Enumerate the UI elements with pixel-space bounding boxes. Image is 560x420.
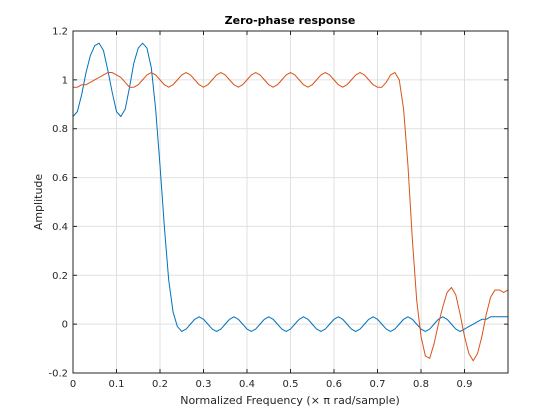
y-tick-label: -0.2	[48, 369, 68, 380]
x-tick-label: 0.1	[109, 379, 125, 390]
x-tick-label: 0.6	[326, 379, 342, 390]
x-tick-label: 0.2	[152, 379, 168, 390]
y-tick-label: 0.8	[52, 124, 68, 135]
series-line-1	[72, 42, 508, 332]
x-tick-label: 0.4	[239, 379, 255, 390]
y-tick-label: 1.2	[52, 27, 68, 38]
y-tick-label: 0.4	[52, 222, 68, 233]
x-tick-label: 0.5	[283, 379, 299, 390]
x-tick-label: 0.9	[457, 379, 473, 390]
grid-lines	[73, 31, 508, 373]
y-tick-label: 0	[62, 320, 68, 331]
chart-title: Zero-phase response	[225, 14, 356, 27]
series-line-2	[73, 72, 509, 362]
x-axis-label: Normalized Frequency (× π rad/sample)	[180, 394, 400, 407]
x-tick-label: 0.8	[413, 379, 429, 390]
x-tick-label: 0.3	[196, 379, 212, 390]
series-group	[72, 42, 509, 362]
x-tick-label: 0	[70, 379, 76, 390]
y-tick-label: 0.6	[52, 173, 68, 184]
y-axis-label: Amplitude	[32, 174, 45, 231]
x-tick-label: 0.7	[370, 379, 386, 390]
ticks-group: 0 0.1 0.2 0.3 0.4 0.5 0.6 0.7 0.8 0.9-0.200.20.40…	[48, 27, 508, 390]
y-tick-label: 0.2	[52, 271, 68, 282]
y-tick-label: 1	[62, 75, 68, 86]
